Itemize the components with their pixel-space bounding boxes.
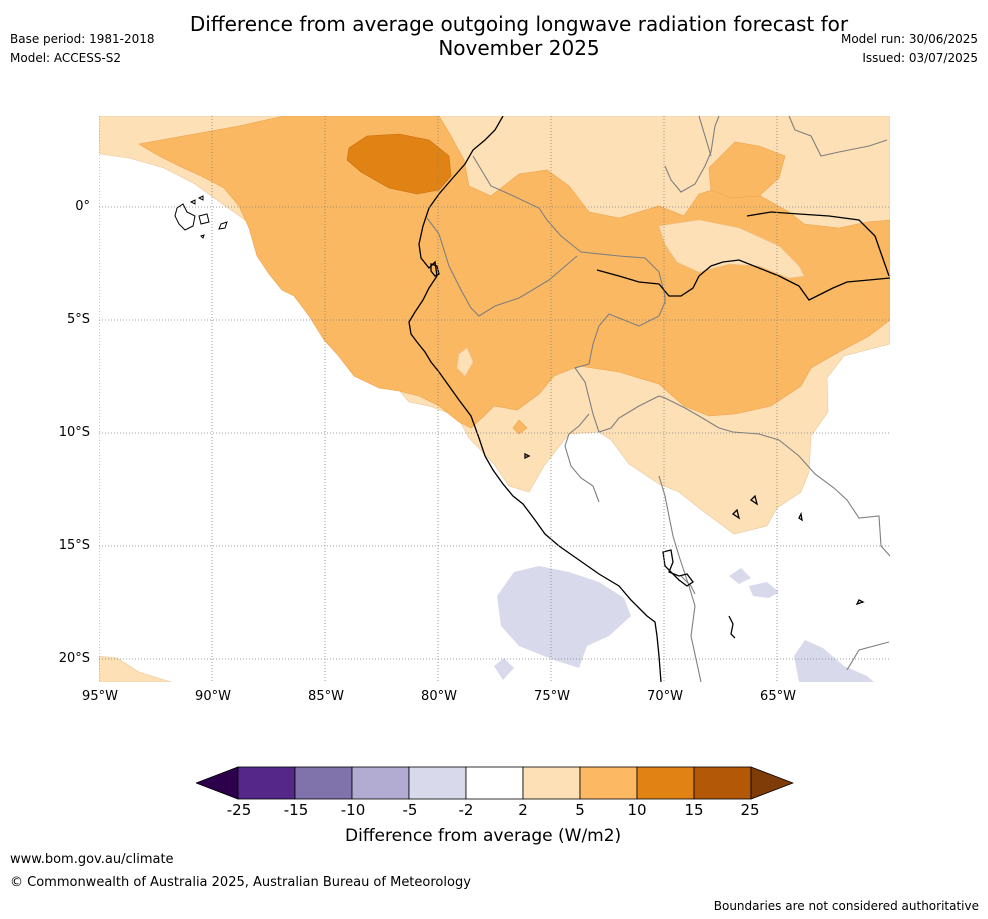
- colorbar-swatch: [522, 766, 581, 800]
- colorbar-swatch: [237, 766, 296, 800]
- map-title: Difference from average outgoing longwav…: [189, 12, 849, 60]
- anomaly-region-2-5-inclusion: [456, 347, 474, 377]
- colorbar-tick: 25: [740, 801, 760, 819]
- colorbar-swatch: [579, 766, 638, 800]
- lon-label-65w: 65°W: [760, 689, 796, 704]
- colorbar-swatch: [465, 766, 524, 800]
- colorbar-swatch: [294, 766, 353, 800]
- forecast-map: [99, 116, 890, 682]
- anomaly-region-neg5-neg2-east: [729, 568, 874, 682]
- anomaly-region-neg5-neg2-small: [494, 658, 514, 680]
- model-text: Model: ACCESS-S2: [10, 51, 122, 65]
- lat-label-20s: 20°S: [58, 651, 90, 666]
- lat-label-10s: 10°S: [58, 425, 90, 440]
- colorbar-swatch: [408, 766, 467, 800]
- anomaly-region-10-15: [346, 133, 452, 195]
- colorbar-swatch: [351, 766, 410, 800]
- colorbar-tick: 2: [518, 801, 528, 819]
- colorbar-tick: -25: [226, 801, 252, 819]
- anomaly-region-neg5-neg2: [497, 566, 631, 668]
- lon-label-95w: 95°W: [82, 689, 118, 704]
- galapagos-islands: [174, 195, 228, 239]
- colorbar-swatch: [693, 766, 752, 800]
- footer-url[interactable]: www.bom.gov.au/climate: [10, 852, 174, 867]
- base-period-text: Base period: 1981-2018: [10, 32, 155, 46]
- lon-label-75w: 75°W: [534, 689, 570, 704]
- colorbar-tick: 5: [575, 801, 585, 819]
- colorbar-tick: -10: [340, 801, 366, 819]
- colorbar-arrow-low: [196, 766, 239, 800]
- colorbar-title: Difference from average (W/m2): [345, 826, 622, 846]
- colorbar-tick: -15: [283, 801, 309, 819]
- anomaly-region-5-10-patch: [512, 419, 528, 435]
- colorbar: [196, 766, 794, 800]
- footer-disclaimer: Boundaries are not considered authoritat…: [713, 899, 979, 913]
- issued-text: Issued: 03/07/2025: [862, 51, 978, 65]
- anomaly-region-5-10-northeast: [708, 141, 786, 199]
- colorbar-tick: 15: [684, 801, 704, 819]
- footer-copyright: © Commonwealth of Australia 2025, Austra…: [10, 875, 471, 890]
- colorbar-swatch: [636, 766, 695, 800]
- colorbar-tick: 10: [627, 801, 647, 819]
- colorbar-arrow-high: [750, 766, 794, 800]
- lat-label-5s: 5°S: [66, 312, 90, 327]
- colorbar-tick: -5: [402, 801, 418, 819]
- country-borders: [426, 116, 890, 682]
- lon-label-70w: 70°W: [647, 689, 683, 704]
- lat-label-15s: 15°S: [58, 538, 90, 553]
- lat-label-0: 0°: [75, 199, 90, 214]
- anomaly-region-2-5-southwest: [99, 655, 172, 682]
- anomaly-region-5-10: [138, 116, 890, 429]
- graticule: [99, 116, 890, 682]
- lon-label-85w: 85°W: [308, 689, 344, 704]
- model-run-text: Model run: 30/06/2025: [840, 32, 978, 46]
- lon-label-90w: 90°W: [195, 689, 231, 704]
- lon-label-80w: 80°W: [421, 689, 457, 704]
- coastline: [408, 116, 890, 682]
- anomaly-region-2-5-inclusion-east: [658, 219, 805, 279]
- colorbar-tick: -2: [458, 801, 474, 819]
